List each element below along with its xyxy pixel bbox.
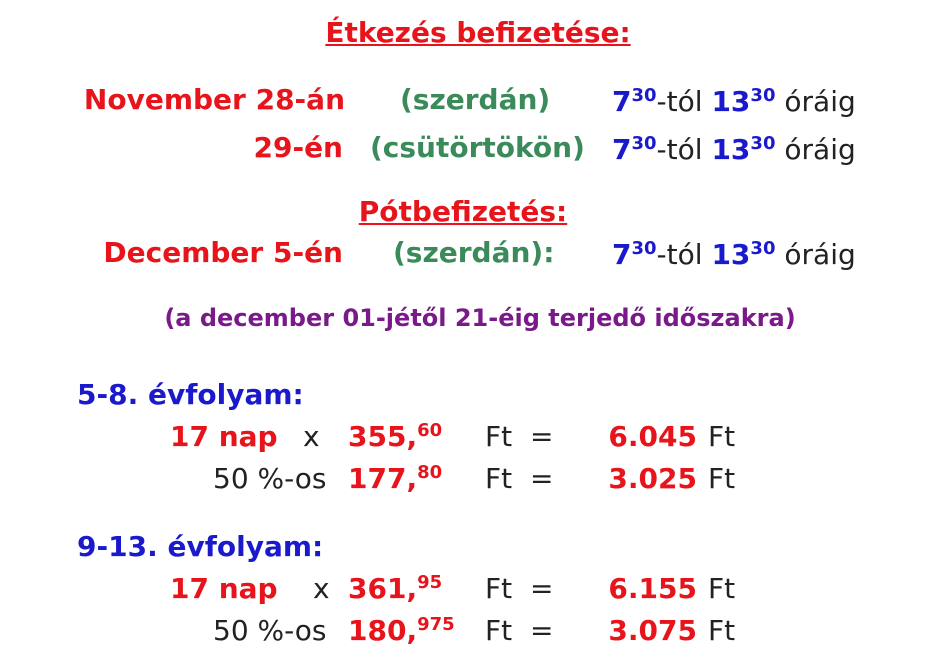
unit: Ft (485, 572, 513, 605)
time: 730-tól 1330 óráig (612, 237, 856, 273)
date: 29-én (253, 131, 343, 164)
total: 3.075 (608, 614, 697, 647)
operator: x (313, 572, 330, 605)
price-int: 355, (348, 420, 418, 453)
time: 730-tól 1330 óráig (612, 84, 856, 120)
equals: = (530, 572, 554, 605)
minute: 30 (631, 238, 657, 259)
quantity: 17 nap (170, 420, 278, 453)
quantity: 50 %-os (213, 614, 327, 647)
unit: Ft (485, 462, 513, 495)
date: November 28-án (83, 83, 345, 116)
total-unit: Ft (708, 462, 736, 495)
minute: 30 (750, 133, 776, 154)
total: 6.155 (608, 572, 697, 605)
hour: 7 (612, 133, 632, 166)
minute: 30 (750, 85, 776, 106)
price: 180,975 (348, 613, 455, 649)
unit: Ft (485, 420, 513, 453)
price-dec: 80 (417, 462, 443, 483)
price-dec: 95 (417, 572, 443, 593)
equals: = (530, 462, 554, 495)
suffix: óráig (784, 133, 856, 166)
hour: 13 (711, 238, 751, 271)
title: Étkezés befizetése: (325, 16, 631, 49)
price: 177,80 (348, 461, 442, 497)
total-unit: Ft (708, 614, 736, 647)
price-dec: 975 (417, 614, 455, 635)
price: 355,60 (348, 419, 442, 455)
suffix: -tól (656, 133, 703, 166)
equals: = (530, 420, 554, 453)
price-int: 177, (348, 462, 418, 495)
time: 730-tól 1330 óráig (612, 132, 856, 168)
price: 361,95 (348, 571, 442, 607)
hour: 13 (711, 133, 751, 166)
late-title: Pótbefizetés: (358, 195, 568, 228)
grade-label: 5-8. évfolyam: (77, 378, 304, 411)
date: December 5-én (103, 236, 343, 269)
suffix: -tól (656, 238, 703, 271)
unit: Ft (485, 614, 513, 647)
minute: 30 (631, 85, 657, 106)
day: (szerdán) (400, 83, 551, 116)
total: 3.025 (608, 462, 697, 495)
day: (szerdán): (393, 236, 555, 269)
suffix: óráig (784, 85, 856, 118)
quantity: 50 %-os (213, 462, 327, 495)
day: (csütörtökön) (370, 131, 585, 164)
hour: 7 (612, 238, 632, 271)
price-int: 361, (348, 572, 418, 605)
hour: 7 (612, 85, 632, 118)
total-unit: Ft (708, 572, 736, 605)
suffix: óráig (784, 238, 856, 271)
price-int: 180, (348, 614, 418, 647)
price-dec: 60 (417, 420, 443, 441)
total: 6.045 (608, 420, 697, 453)
minute: 30 (750, 238, 776, 259)
minute: 30 (631, 133, 657, 154)
equals: = (530, 614, 554, 647)
period-note: (a december 01-jétől 21-éig terjedő idős… (164, 304, 796, 332)
grade-label: 9-13. évfolyam: (77, 530, 324, 563)
suffix: -tól (656, 85, 703, 118)
total-unit: Ft (708, 420, 736, 453)
hour: 13 (711, 85, 751, 118)
operator: x (303, 420, 320, 453)
quantity: 17 nap (170, 572, 278, 605)
